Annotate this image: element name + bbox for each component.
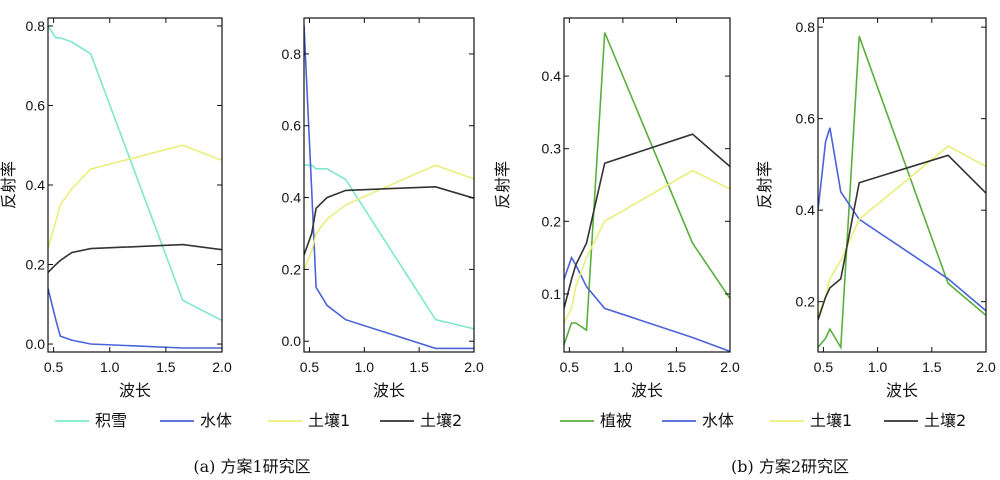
y-tick-label: 0.2 bbox=[796, 294, 816, 310]
series-line-soil2 bbox=[48, 243, 222, 274]
series-line-soil2 bbox=[818, 154, 986, 321]
legend-label-water: 水体 bbox=[702, 411, 734, 430]
panel-a-right: 0.5 1.0 1.5 2.0 0.0 0.2 0.4 0.6 0.8 波长 bbox=[282, 17, 484, 400]
x-tick-label: 1.0 bbox=[868, 359, 888, 375]
legend-label-water: 水体 bbox=[200, 411, 232, 430]
legend-a: 积雪 水体 土壤1 土壤2 bbox=[55, 411, 462, 430]
x-tick-label: 1.5 bbox=[922, 359, 942, 375]
series-line-water bbox=[48, 288, 222, 349]
y-tick-label: 0.4 bbox=[542, 68, 562, 84]
y-tick-label: 0.8 bbox=[282, 46, 302, 62]
y-tick-label: 0.0 bbox=[26, 336, 46, 352]
series-line-vegetation bbox=[564, 32, 730, 345]
y-axis-title: 反射率 bbox=[755, 161, 774, 209]
x-tick-label: 1.0 bbox=[613, 359, 633, 375]
x-tick-label: 0.5 bbox=[560, 359, 580, 375]
x-tick-label: 1.5 bbox=[156, 359, 176, 375]
x-tick-label: 1.0 bbox=[355, 359, 375, 375]
y-tick-label: 0.6 bbox=[796, 111, 816, 127]
y-tick-label: 0.1 bbox=[542, 286, 562, 302]
y-tick-label: 0.2 bbox=[282, 261, 302, 277]
y-tick-label: 0.3 bbox=[542, 141, 562, 157]
y-axis-title: 反射率 bbox=[493, 161, 512, 209]
series-line-water bbox=[564, 255, 730, 352]
y-tick-label: 0.8 bbox=[796, 19, 816, 35]
x-axis-title: 波长 bbox=[631, 381, 663, 400]
x-tick-label: 2.0 bbox=[976, 359, 996, 375]
series-line-soil2 bbox=[304, 185, 474, 256]
x-tick-label: 1.5 bbox=[409, 359, 429, 375]
series-line-vegetation bbox=[818, 36, 986, 351]
y-tick-label: 0.4 bbox=[26, 177, 46, 193]
legend-label-soil2: 土壤2 bbox=[924, 411, 966, 430]
x-tick-label: 1.5 bbox=[667, 359, 687, 375]
x-tick-label: 0.5 bbox=[300, 359, 320, 375]
x-tick-label: 2.0 bbox=[464, 359, 484, 375]
x-tick-label: 0.5 bbox=[44, 359, 64, 375]
caption-b: (b) 方案2研究区 bbox=[731, 457, 849, 476]
series-line-soil1 bbox=[304, 164, 474, 270]
x-tick-label: 0.5 bbox=[814, 359, 834, 375]
y-tick-label: 0.2 bbox=[26, 257, 46, 273]
y-axis-title: 反射率 bbox=[0, 161, 18, 209]
y-tick-label: 0.6 bbox=[282, 118, 302, 134]
y-tick-label: 0.8 bbox=[26, 18, 46, 34]
x-axis-title: 波长 bbox=[119, 381, 151, 400]
panel-b-left: 0.5 1.0 1.5 2.0 0.1 0.2 0.3 0.4 波长 反射率 bbox=[493, 17, 740, 400]
plot-frame bbox=[817, 17, 987, 353]
series-line-water bbox=[818, 127, 986, 312]
y-tick-label: 0.4 bbox=[282, 190, 302, 206]
series-line-water bbox=[304, 25, 474, 350]
legend-label-soil1: 土壤1 bbox=[810, 411, 852, 430]
x-axis-title: 波长 bbox=[373, 381, 405, 400]
legend-label-snow: 积雪 bbox=[95, 411, 127, 430]
panel-a-left: 0.5 1.0 1.5 2.0 0.0 0.2 0.4 0.6 0.8 波长 反射率 bbox=[0, 17, 232, 400]
plot-frame bbox=[47, 17, 223, 353]
plot-frame bbox=[303, 17, 475, 353]
x-axis-title: 波长 bbox=[886, 381, 918, 400]
legend-label-soil2: 土壤2 bbox=[420, 411, 462, 430]
y-tick-label: 0.2 bbox=[542, 213, 562, 229]
series-line-soil2 bbox=[564, 133, 730, 309]
x-tick-label: 2.0 bbox=[212, 359, 232, 375]
plot-frame bbox=[563, 17, 731, 353]
x-tick-label: 2.0 bbox=[720, 359, 740, 375]
legend-b: 植被 水体 土壤1 土壤2 bbox=[560, 411, 966, 430]
series-line-soil1 bbox=[48, 144, 222, 249]
panel-b-right: 0.5 1.0 1.5 2.0 0.2 0.4 0.6 0.8 波长 反射率 bbox=[755, 17, 996, 400]
y-tick-label: 0.6 bbox=[26, 97, 46, 113]
x-tick-label: 1.0 bbox=[100, 359, 120, 375]
series-line-soil1 bbox=[564, 169, 730, 324]
series-line-soil1 bbox=[818, 145, 986, 316]
series-line-snow bbox=[304, 164, 474, 330]
y-tick-label: 0.0 bbox=[282, 333, 302, 349]
legend-label-soil1: 土壤1 bbox=[308, 411, 350, 430]
legend-label-vegetation: 植被 bbox=[600, 411, 632, 430]
series-line-snow bbox=[48, 25, 222, 322]
y-tick-label: 0.4 bbox=[796, 202, 816, 218]
caption-a: (a) 方案1研究区 bbox=[193, 457, 310, 476]
